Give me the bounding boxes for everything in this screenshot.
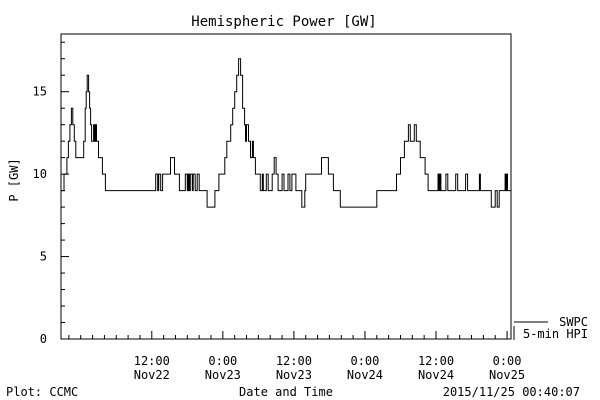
x-tick-label-date: Nov23 [205, 368, 241, 382]
y-tick-label: 0 [40, 332, 47, 346]
x-tick-label-time: 12:00 [276, 354, 312, 368]
x-tick-label-time: 0:00 [208, 354, 237, 368]
x-axis-label: Date and Time [239, 385, 333, 399]
y-tick-label: 15 [33, 85, 47, 99]
legend-label-hpi: 5-min HPI [523, 327, 588, 341]
legend-label-swpc: SWPC [559, 315, 588, 329]
footer-plot-credit: Plot: CCMC [6, 385, 78, 399]
x-tick-label-time: 12:00 [134, 354, 170, 368]
y-tick-label: 10 [33, 167, 47, 181]
footer-timestamp: 2015/11/25 00:40:07 [443, 385, 580, 399]
x-tick-label-date: Nov25 [489, 368, 525, 382]
x-tick-label-time: 12:00 [418, 354, 454, 368]
series-line-swpc [61, 58, 511, 208]
x-tick-label-date: Nov24 [418, 368, 454, 382]
chart-title: Hemispheric Power [GW] [191, 14, 376, 30]
x-tick-label-time: 0:00 [350, 354, 379, 368]
y-tick-label: 5 [40, 250, 47, 264]
plot-frame [60, 33, 512, 340]
series-layer [61, 58, 511, 208]
x-axis-ticks: 12:00Nov220:00Nov2312:00Nov230:00Nov2412… [68, 331, 525, 382]
x-tick-label-time: 0:00 [493, 354, 522, 368]
x-tick-label-date: Nov22 [134, 368, 170, 382]
y-axis-label: P [GW] [7, 158, 21, 201]
x-tick-label-date: Nov23 [276, 368, 312, 382]
x-tick-label-date: Nov24 [347, 368, 383, 382]
y-axis-ticks: 0 5 10 15 [33, 41, 69, 346]
